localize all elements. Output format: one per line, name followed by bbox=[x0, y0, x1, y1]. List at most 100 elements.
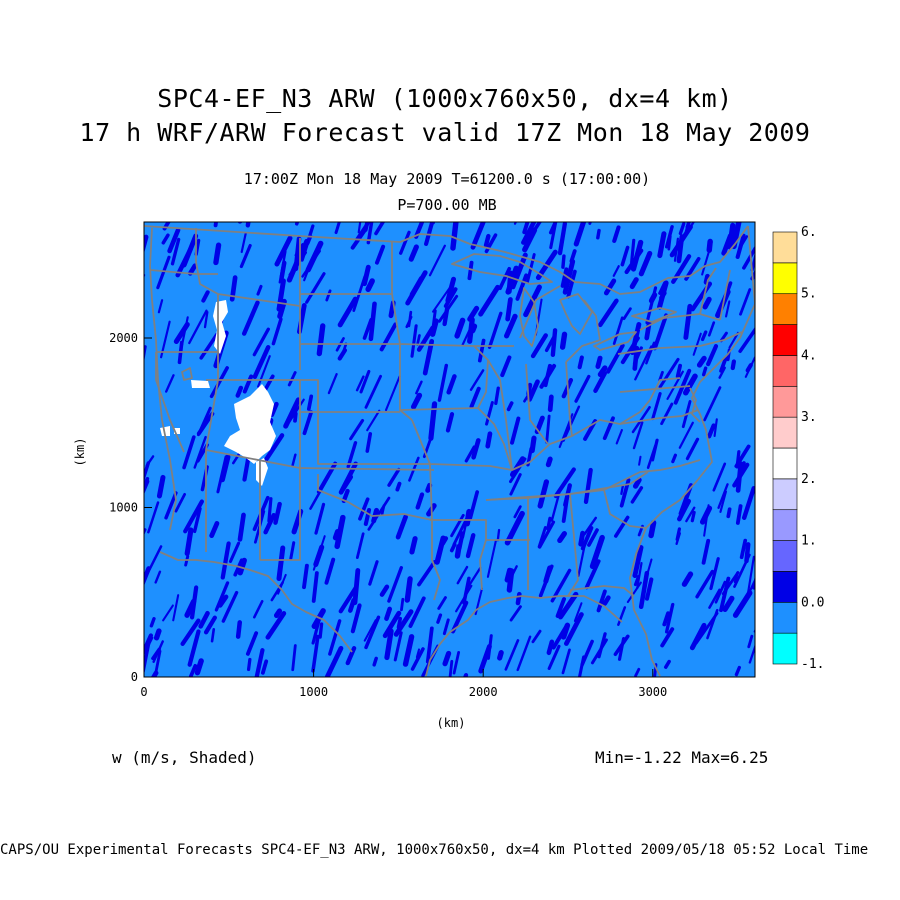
velocity-streak bbox=[362, 264, 371, 287]
velocity-streak bbox=[470, 222, 487, 250]
velocity-streak bbox=[734, 665, 741, 677]
plot-title-line2: 17 h WRF/ARW Forecast valid 17Z Mon 18 M… bbox=[79, 118, 811, 147]
velocity-streak bbox=[253, 648, 265, 677]
velocity-streak bbox=[667, 234, 672, 251]
velocity-streak bbox=[312, 535, 326, 571]
velocity-streak bbox=[657, 231, 667, 259]
velocity-streak bbox=[279, 260, 287, 281]
velocity-streak bbox=[338, 461, 358, 495]
velocity-streak bbox=[509, 605, 522, 622]
velocity-streak bbox=[252, 327, 270, 357]
velocity-streak bbox=[287, 371, 297, 387]
velocity-streak bbox=[584, 559, 601, 590]
velocity-streak bbox=[577, 355, 584, 370]
velocity-streak bbox=[763, 492, 774, 515]
lake-huron bbox=[559, 293, 593, 335]
velocity-streak bbox=[144, 566, 151, 604]
velocity-streak bbox=[466, 566, 482, 590]
velocity-streak bbox=[436, 613, 443, 624]
velocity-streak bbox=[430, 318, 439, 337]
velocity-streak bbox=[522, 222, 537, 235]
border-kentucky bbox=[511, 399, 651, 471]
velocity-streak bbox=[531, 629, 542, 644]
colorbar-label: 0.0 bbox=[801, 595, 824, 610]
velocity-streak bbox=[445, 412, 455, 433]
velocity-streak bbox=[124, 410, 135, 433]
velocity-streak bbox=[630, 238, 636, 264]
valid-time-label: 17:00Z Mon 18 May 2009 T=61200.0 s (17:0… bbox=[243, 170, 651, 188]
velocity-streak bbox=[362, 317, 373, 340]
velocity-streak bbox=[189, 585, 199, 620]
velocity-streak bbox=[660, 627, 675, 648]
velocity-streak bbox=[686, 222, 708, 234]
velocity-streak bbox=[662, 611, 671, 627]
velocity-streak bbox=[364, 374, 383, 409]
velocity-streak bbox=[738, 321, 755, 354]
chesapeake-bay bbox=[689, 387, 701, 423]
velocity-streak bbox=[289, 541, 296, 561]
velocity-streak bbox=[631, 405, 651, 434]
velocity-streak bbox=[450, 222, 459, 251]
velocity-streak bbox=[410, 392, 423, 410]
velocity-streak bbox=[467, 305, 480, 322]
border-virginia bbox=[619, 377, 699, 425]
velocity-streak bbox=[415, 648, 421, 659]
velocity-streak bbox=[144, 641, 151, 673]
velocity-streak bbox=[276, 545, 286, 582]
velocity-streak bbox=[465, 533, 476, 559]
velocity-streak bbox=[544, 335, 556, 353]
velocity-streak bbox=[245, 631, 259, 656]
velocity-streak bbox=[577, 655, 586, 677]
border-pennsylvania-newyork bbox=[617, 313, 721, 393]
velocity-streak bbox=[537, 526, 547, 549]
velocity-streak bbox=[702, 296, 712, 310]
velocity-streak bbox=[157, 299, 164, 314]
velocity-streak bbox=[165, 374, 175, 393]
velocity-streak bbox=[752, 575, 755, 590]
velocity-streak bbox=[546, 516, 552, 531]
velocity-streak bbox=[622, 307, 632, 321]
velocity-streak bbox=[496, 528, 501, 542]
border-california-nevada bbox=[155, 352, 185, 453]
velocity-streak bbox=[405, 315, 413, 329]
velocity-streak bbox=[706, 238, 713, 253]
velocity-streak bbox=[217, 594, 229, 608]
velocity-streak bbox=[574, 374, 591, 403]
velocity-streak bbox=[573, 222, 588, 247]
velocity-streak bbox=[153, 628, 162, 641]
velocity-streak bbox=[509, 473, 522, 496]
velocity-streak bbox=[469, 323, 478, 334]
velocity-streak bbox=[127, 206, 137, 221]
velocity-streak bbox=[382, 610, 402, 639]
velocity-streak bbox=[443, 287, 458, 308]
velocity-streak bbox=[404, 576, 413, 603]
velocity-streak bbox=[759, 538, 775, 567]
velocity-streak bbox=[180, 618, 201, 646]
velocity-streak bbox=[713, 418, 718, 438]
velocity-streak bbox=[504, 313, 518, 339]
velocity-streak bbox=[126, 448, 133, 460]
velocity-streak bbox=[469, 208, 477, 220]
velocity-streak bbox=[733, 571, 739, 584]
velocity-streak bbox=[675, 363, 683, 379]
east-coast bbox=[629, 225, 755, 677]
velocity-streak bbox=[126, 293, 140, 319]
velocity-streak bbox=[684, 256, 701, 281]
velocity-streak bbox=[203, 615, 217, 635]
velocity-streak bbox=[446, 374, 457, 395]
velocity-streak bbox=[692, 332, 702, 356]
velocity-streak bbox=[147, 501, 160, 534]
velocity-streak bbox=[703, 504, 710, 537]
colorbar-swatch bbox=[772, 447, 798, 480]
velocity-streak bbox=[314, 502, 326, 535]
velocity-streak bbox=[756, 640, 764, 668]
velocity-streak bbox=[132, 655, 140, 669]
pressure-level-label: P=700.00 MB bbox=[397, 196, 497, 214]
velocity-streak bbox=[363, 222, 373, 232]
velocity-streak bbox=[162, 222, 182, 231]
velocity-streak bbox=[428, 244, 446, 277]
updraft-patch-wyoming bbox=[213, 300, 228, 354]
velocity-streak bbox=[210, 627, 216, 643]
border-indiana-ohio bbox=[525, 361, 573, 445]
velocity-streak bbox=[144, 345, 147, 365]
